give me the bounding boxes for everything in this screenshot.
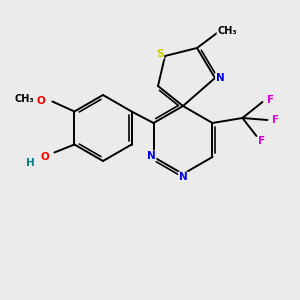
Text: S: S (156, 49, 164, 59)
Text: F: F (272, 115, 279, 125)
Text: O: O (36, 97, 45, 106)
Text: N: N (147, 151, 156, 161)
Text: N: N (216, 73, 224, 83)
Text: F: F (267, 95, 274, 105)
Text: CH₃: CH₃ (15, 94, 34, 103)
Text: O: O (40, 152, 49, 161)
Text: N: N (178, 172, 188, 182)
Text: CH₃: CH₃ (217, 26, 237, 36)
Text: F: F (258, 136, 265, 146)
Text: H: H (26, 158, 35, 167)
